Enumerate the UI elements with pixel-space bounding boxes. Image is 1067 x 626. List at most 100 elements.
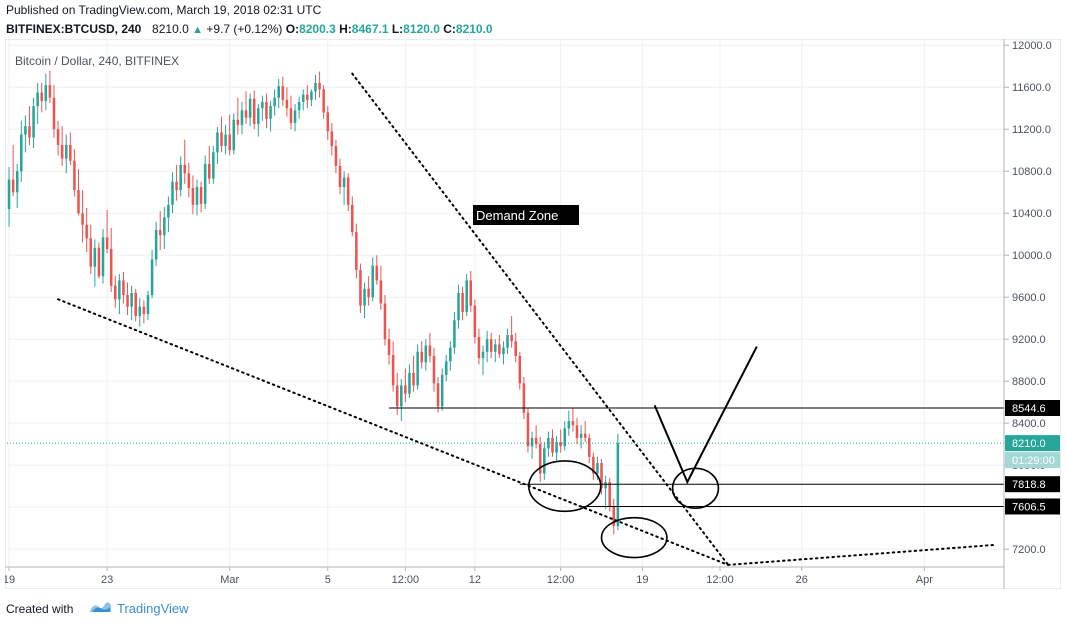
candle-body [158, 230, 162, 236]
candle-body [306, 94, 309, 100]
candle-body [232, 119, 236, 151]
candle-body [530, 437, 534, 447]
ohlc-legend: BITFINEX:BTCUSD, 240 8210.0 ▲ +9.7 (+0.1… [6, 22, 493, 36]
candle-body [502, 347, 505, 354]
candle-body [383, 303, 387, 340]
candle-body [461, 293, 464, 312]
candle-body [526, 412, 530, 447]
countdown-label: 01:29:00 [1012, 455, 1055, 467]
candle-body [77, 190, 80, 214]
candle-body [355, 232, 358, 270]
candle-body [449, 347, 452, 362]
candle-body [277, 86, 280, 98]
candle-body [163, 217, 166, 236]
candle-body [551, 437, 554, 453]
chart-frame[interactable]: 7200.07600.08000.08400.08800.09200.09600… [3, 38, 1062, 590]
time-tick-label: Apr [916, 574, 933, 586]
close-value: 8210.0 [455, 22, 493, 36]
last-price-label: 8210.0 [1012, 438, 1046, 450]
candle-body [89, 238, 93, 267]
high-label: H: [339, 22, 352, 36]
time-tick-label: 19 [5, 574, 15, 586]
candle-body [543, 448, 546, 474]
candle-body [506, 334, 509, 348]
candle-body [265, 101, 268, 119]
candle-body [326, 112, 330, 132]
candle-body [351, 204, 354, 233]
candle-body [510, 334, 513, 342]
hand-drawings [527, 346, 758, 559]
candle-body [261, 101, 264, 109]
candle-body [269, 106, 272, 119]
candle-body [547, 437, 550, 449]
candle-body [118, 280, 121, 300]
high-value: 8467.1 [351, 22, 389, 36]
candle-body [28, 126, 31, 138]
candle-body [109, 248, 113, 286]
candle-body [310, 91, 313, 100]
candle-body [563, 428, 567, 447]
candle-body [612, 506, 616, 527]
candle-body [273, 97, 276, 107]
time-axis[interactable]: 19 23 Mar 5 12:00 12 12:00 19 12:00 26 Apr [3, 566, 1004, 586]
price-chart[interactable]: 7200.07600.08000.08400.08800.09200.09600… [3, 38, 1062, 590]
candle-body [191, 188, 195, 205]
candle-body [453, 320, 456, 348]
candle-body [481, 351, 485, 359]
candle-body [289, 108, 293, 123]
candle-body [367, 288, 370, 298]
candle-body [465, 280, 468, 312]
tradingview-brand-link[interactable]: TradingView [117, 601, 189, 616]
candle-body [391, 354, 395, 386]
demand-zone-annotation[interactable]: Demand Zone [473, 205, 579, 225]
candle-body [444, 361, 448, 375]
candle-body [375, 265, 379, 281]
drawn-circle [600, 516, 668, 559]
published-info: Published on TradingView.com, March 19, … [6, 3, 322, 17]
candle-body [228, 134, 231, 151]
candle-body [281, 86, 285, 100]
candle-body [608, 481, 611, 507]
candle-body [244, 110, 248, 118]
candle-body [154, 230, 158, 260]
candle-body [195, 186, 199, 205]
candle-body [387, 339, 391, 355]
candle-body [212, 152, 215, 179]
candle-body [567, 421, 571, 429]
candle-body [592, 456, 595, 474]
candle-body [56, 129, 60, 145]
candle-body [416, 351, 419, 386]
tradingview-logo-icon[interactable] [88, 599, 112, 615]
candle-body [457, 293, 460, 321]
candle-body [179, 164, 182, 191]
time-tick-label: 23 [101, 574, 113, 586]
level-price-label: 8544.6 [1012, 403, 1046, 415]
candle-body [248, 98, 252, 118]
candle-body [330, 131, 334, 147]
candle-body [408, 372, 411, 394]
candle-body [575, 425, 579, 438]
demand-zone-label: Demand Zone [476, 208, 558, 223]
candle-body [534, 437, 538, 445]
candle-body [199, 186, 203, 204]
price-axis[interactable]: 7200.07600.08000.08400.08800.09200.09600… [1003, 39, 1060, 589]
candle-body [371, 265, 374, 298]
candle-body [69, 144, 72, 161]
last-price-value: 8210.0 [152, 22, 189, 36]
low-value: 8120.0 [403, 22, 440, 36]
candle-body [138, 306, 142, 317]
price-tick-label: 9600.0 [1012, 292, 1046, 304]
candle-body [236, 119, 240, 126]
candle-body [44, 85, 48, 101]
candle-body [395, 385, 399, 407]
price-tick-label: 8400.0 [1012, 418, 1046, 430]
candle-body [220, 132, 223, 147]
price-tick-label: 10400.0 [1012, 208, 1052, 220]
candle-body [322, 89, 325, 113]
candle-body [334, 146, 338, 166]
open-value: 8200.3 [299, 22, 336, 36]
candle-body [81, 213, 84, 225]
candle-body [338, 165, 342, 187]
price-tick-label: 11200.0 [1012, 124, 1051, 136]
change-value: +9.7 (+0.12%) [206, 22, 283, 36]
